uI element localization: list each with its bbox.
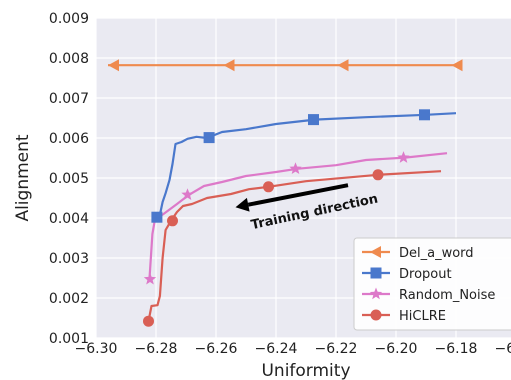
y-tick-label: 0.003 [49, 251, 89, 267]
legend-box [353, 237, 511, 331]
data-point-del-a-word [337, 59, 349, 72]
data-point-hiclre [372, 169, 384, 181]
x-tick-label: −6.16 [495, 341, 511, 357]
data-point-random-noise [143, 272, 157, 285]
y-tick-label: 0.009 [49, 11, 89, 27]
x-tick-label: −6.22 [315, 341, 358, 357]
legend-marker-dropout [370, 267, 382, 279]
legend-marker-del-a-word [370, 246, 381, 258]
y-tick-labels: 0.001 0.002 0.003 0.004 0.005 0.006 0.007 0.008… [49, 11, 89, 347]
x-axis-label: Uniformity [261, 361, 350, 380]
series-line-hiclre [147, 170, 442, 322]
y-tick-label: 0.007 [49, 91, 89, 107]
y-tick-label: 0.001 [49, 331, 89, 347]
data-point-del-a-word [451, 59, 463, 72]
data-point-hiclre [143, 315, 154, 327]
x-tick-label: −6.30 [75, 341, 118, 357]
legend: Del_a_word Dropout Random_Noise HiCLRE [353, 237, 511, 331]
data-point-del-a-word [108, 59, 119, 72]
y-tick-label: 0.004 [49, 211, 89, 227]
y-tick-label: 0.005 [49, 171, 89, 187]
legend-label-random-noise: Random_Noise [399, 288, 495, 303]
legend-label-del-a-word: Del_a_word [399, 246, 474, 261]
data-point-random-noise [289, 162, 302, 175]
x-tick-label: −6.20 [375, 341, 418, 357]
data-point-random-noise [397, 151, 410, 163]
y-axis-label: Alignment [13, 134, 33, 221]
legend-label-dropout: Dropout [399, 267, 452, 282]
x-tick-label: −6.26 [195, 341, 238, 357]
data-point-dropout [151, 211, 163, 223]
y-tick-label: 0.002 [49, 291, 89, 307]
x-tick-label: −6.28 [135, 341, 178, 357]
data-point-dropout [419, 109, 430, 121]
legend-marker-hiclre [370, 309, 382, 321]
legend-marker-random-noise [369, 287, 383, 300]
y-tick-label: 0.008 [49, 51, 89, 67]
series-markers [108, 59, 463, 327]
x-tick-label: −6.18 [435, 341, 478, 357]
training-direction-arrow-head [235, 197, 250, 212]
data-point-random-noise [181, 188, 194, 201]
legend-label-hiclre: HiCLRE [399, 309, 446, 324]
data-point-hiclre [263, 181, 274, 193]
training-direction-arrow [247, 183, 349, 207]
data-point-dropout [203, 132, 215, 144]
y-tick-label: 0.006 [49, 131, 89, 147]
x-tick-labels: −6.30 −6.28 −6.26 −6.24 −6.22 −6.20 −6.18 −6.16 [75, 341, 511, 357]
data-point-dropout [308, 114, 319, 126]
data-point-del-a-word [223, 59, 235, 72]
x-tick-label: −6.24 [255, 341, 298, 357]
series-line-dropout [155, 112, 457, 218]
data-point-hiclre [167, 215, 178, 227]
